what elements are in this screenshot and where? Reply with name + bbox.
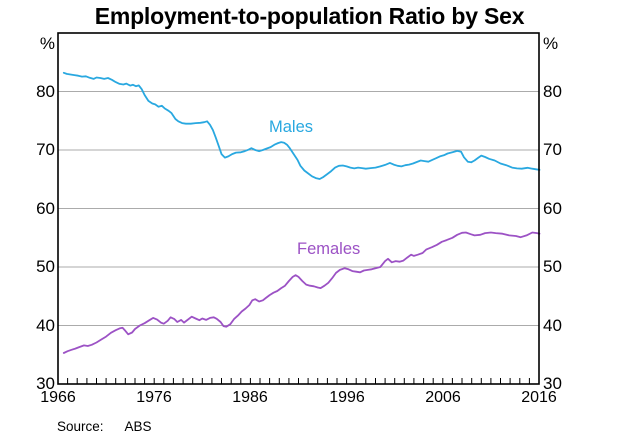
series-line-females bbox=[62, 231, 541, 354]
plot-frame bbox=[57, 32, 540, 385]
females-series-label: Females bbox=[297, 240, 361, 258]
source-label: Source: bbox=[57, 419, 104, 434]
y-axis-label: 70 bbox=[36, 140, 55, 159]
x-axis-label: 1966 bbox=[40, 389, 76, 406]
y-axis-unit-right: % bbox=[543, 34, 559, 53]
y-axis-label: 80 bbox=[543, 82, 562, 101]
y-axis-label: 70 bbox=[543, 140, 562, 159]
source-note: Source: ABS bbox=[57, 419, 152, 434]
x-axis-label: 1976 bbox=[136, 389, 172, 406]
y-axis-label: 30 bbox=[36, 374, 55, 393]
y-axis-right: % 30 40 50 60 70 80 bbox=[543, 0, 603, 442]
series-line-males bbox=[62, 71, 541, 180]
chart-title: Employment-to-population Ratio by Sex bbox=[94, 3, 525, 29]
y-axis-label: 60 bbox=[543, 199, 562, 218]
y-axis-label: 80 bbox=[36, 82, 55, 101]
y-axis-label: 50 bbox=[543, 257, 562, 276]
y-axis-left: % 30 40 50 60 70 80 bbox=[0, 0, 55, 442]
y-axis-label: 30 bbox=[543, 374, 562, 393]
y-axis-unit-left: % bbox=[39, 34, 55, 53]
x-axis-labels: 1966 1976 1986 1996 2006 2016 bbox=[0, 389, 619, 409]
x-axis-label: 2006 bbox=[425, 389, 461, 406]
y-axis-label: 60 bbox=[36, 199, 55, 218]
x-axis-label: 1986 bbox=[232, 389, 268, 406]
males-series-label: Males bbox=[269, 118, 314, 136]
x-axis-label: 2016 bbox=[521, 389, 557, 406]
source-value: ABS bbox=[124, 419, 152, 434]
y-axis-label: 50 bbox=[36, 257, 55, 276]
y-axis-label: 40 bbox=[36, 316, 55, 335]
x-axis-label: 1996 bbox=[329, 389, 365, 406]
y-axis-label: 40 bbox=[543, 316, 562, 335]
